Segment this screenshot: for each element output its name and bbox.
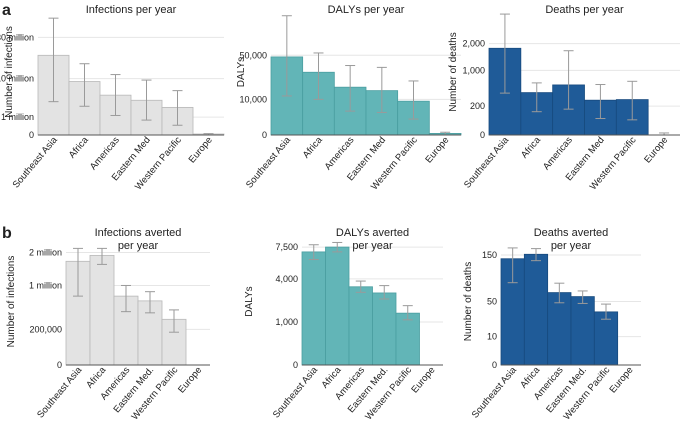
- y-tick-label: 0: [29, 130, 34, 140]
- bar: [547, 292, 572, 366]
- y-axis-label: DALYs: [244, 286, 255, 316]
- y-tick-label: 0: [480, 130, 485, 140]
- category-label: Southeast Asia: [35, 364, 85, 420]
- y-tick-label: 50,000: [239, 50, 267, 60]
- y-axis-label: DALYs: [236, 57, 247, 87]
- category-label: Africa: [519, 134, 543, 160]
- y-axis-label: Number of infections: [6, 256, 17, 348]
- y-tick-label: 2,000: [462, 39, 485, 49]
- bar: [325, 246, 350, 366]
- category-label: Southeast Asia: [244, 134, 294, 190]
- category-label: Europe: [423, 135, 451, 166]
- chart-0: 0 1 million 10 million 30 million Southeast …: [0, 4, 225, 192]
- y-tick-label: 1,000: [275, 317, 298, 327]
- y-tick-label: 0: [492, 360, 497, 370]
- y-tick-label: 2 million: [29, 248, 62, 258]
- bar: [301, 251, 326, 366]
- chart-title: per year: [551, 240, 592, 252]
- chart-title: DALYs per year: [328, 4, 405, 16]
- y-tick-label: 0: [262, 130, 267, 140]
- chart-title: per year: [352, 240, 393, 252]
- y-tick-label: 1 million: [29, 280, 62, 290]
- y-tick-label: 50: [487, 297, 497, 307]
- category-label: Europe: [608, 365, 636, 396]
- y-axis-label: Number of deaths: [463, 262, 474, 342]
- chart-1: 0 10,000 50,000 Southeast Asia AfricaAmerica…: [236, 4, 462, 192]
- chart-title: Deaths averted: [534, 227, 609, 239]
- bar: [395, 312, 420, 366]
- panel-label-a: a: [2, 2, 11, 19]
- category-label: Southeast Asia: [11, 134, 61, 190]
- category-label: Americas: [323, 135, 357, 173]
- charts-group: 0 1 million 10 million 30 million Southeast …: [0, 4, 680, 422]
- category-label: Europe: [187, 135, 215, 166]
- y-tick-label: 7,500: [275, 242, 298, 252]
- category-label: Europe: [642, 135, 670, 166]
- chart-title: DALYs averted: [336, 227, 409, 239]
- category-label: Africa: [67, 134, 91, 160]
- y-tick-label: 200,000: [29, 324, 62, 334]
- category-label: Africa: [301, 134, 325, 160]
- bar: [523, 253, 549, 366]
- chart-title: Infections averted: [95, 227, 182, 239]
- y-tick-label: 4,000: [275, 274, 298, 284]
- chart-title: per year: [118, 240, 159, 252]
- bar: [372, 292, 397, 366]
- y-tick-label: 0: [57, 360, 62, 370]
- y-tick-label: 200: [470, 101, 485, 111]
- y-tick-label: 1,000: [462, 65, 485, 75]
- y-tick-label: 1 million: [1, 112, 34, 122]
- category-label: Europe: [409, 365, 437, 396]
- y-tick-label: 150: [482, 250, 497, 260]
- y-tick-label: 30 million: [0, 32, 34, 42]
- y-tick-label: 10 million: [0, 74, 34, 84]
- category-label: Europe: [176, 365, 204, 396]
- chart-3: 0 200,000 1 million 2 million Southeast Asia…: [6, 227, 210, 422]
- bar: [89, 254, 115, 366]
- bar: [570, 296, 595, 366]
- category-label: Southeast Asia: [470, 364, 520, 420]
- bar: [348, 286, 373, 366]
- chart-title: Infections per year: [86, 4, 177, 16]
- bar: [593, 311, 619, 366]
- y-tick-label: 0: [293, 360, 298, 370]
- category-label: Southeast Asia: [271, 364, 321, 420]
- y-axis-label: Number of infections: [4, 26, 15, 118]
- y-tick-label: 10,000: [239, 94, 267, 104]
- panel-label-b: b: [2, 225, 12, 242]
- y-axis-label: Number of deaths: [448, 32, 459, 112]
- y-tick-label: 10: [487, 332, 497, 342]
- chart-2: 0 200 1,000 2,000 Southeast Asia AfricaAmeric…: [448, 4, 680, 192]
- category-label: Americas: [541, 135, 575, 173]
- chart-title: Deaths per year: [545, 4, 624, 16]
- category-label: Southeast Asia: [462, 134, 512, 190]
